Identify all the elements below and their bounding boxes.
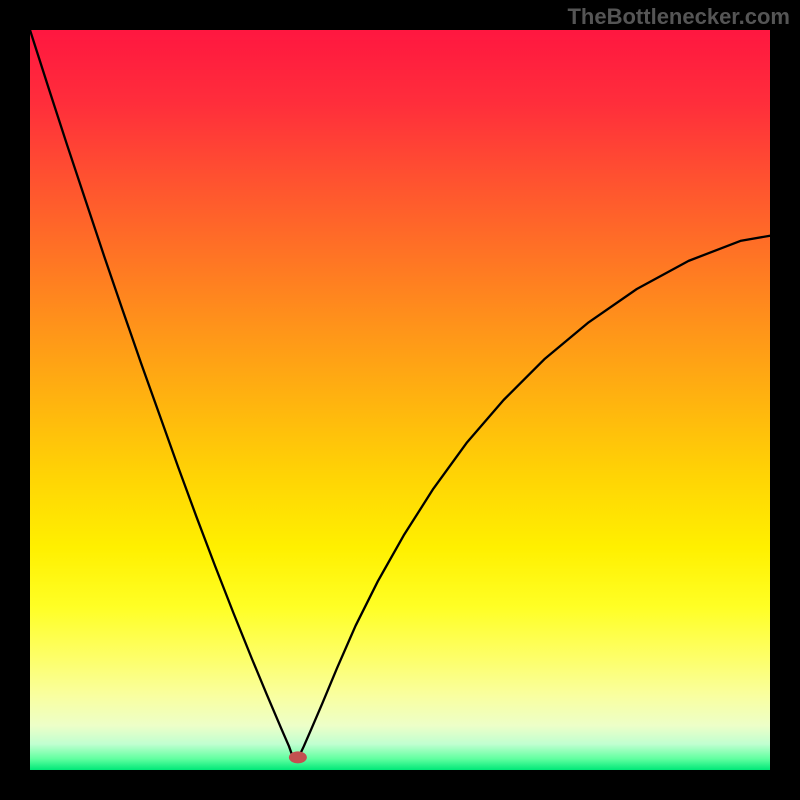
chart-svg bbox=[0, 0, 800, 800]
bottleneck-chart: TheBottlenecker.com bbox=[0, 0, 800, 800]
watermark-text: TheBottlenecker.com bbox=[567, 4, 790, 30]
plot-background bbox=[30, 30, 770, 770]
optimal-point-marker bbox=[289, 751, 307, 763]
